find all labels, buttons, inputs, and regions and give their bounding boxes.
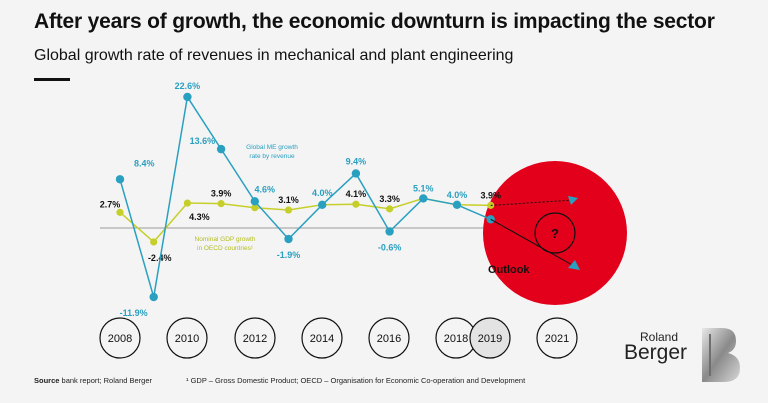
gdp-label-2011: 3.9% [211,189,232,199]
year-bubble-2016 [368,317,410,359]
page-subtitle: Global growth rate of revenues in mechan… [34,47,514,64]
year-label-2021: 2021 [545,333,569,345]
me-point-2015 [351,169,361,178]
me-point-2010 [183,92,192,102]
me-point-2017 [419,194,428,203]
source-text: bank report; Roland Berger [61,376,152,385]
logo-mark [702,328,740,382]
gdp-series-label: Nominal GDP growth in OECD countries¹ [195,236,256,252]
gdp-point-2013 [284,206,293,214]
series-line-me-growth [119,94,491,298]
gdp-point-2015 [352,200,360,208]
year-bubble-2021 [536,317,578,359]
me-label-2016: -0.6% [378,242,402,252]
me-label-2015: 9.4% [346,156,367,166]
me-label-2014: 4.0% [312,188,333,198]
gdp-point-2016 [386,205,394,213]
year-bubble-2010 [166,317,208,359]
gdp-point-2011 [217,200,225,208]
source-label: Source [34,376,60,385]
gdp-point-2010 [183,199,191,207]
me-point-2012 [250,197,259,206]
me-point-2016 [385,227,394,236]
me-label-2012: 4.6% [255,184,276,194]
outlook-label: Outlook [488,264,530,276]
outlook-arrow-up-line [490,199,575,206]
year-label-2008: 2008 [108,333,132,345]
me-point-2011 [216,144,226,154]
gdp-label-2013: 3.1% [278,195,299,205]
me-label-2013: -1.9% [277,250,301,260]
year-bubble-2012 [234,317,276,359]
me-label-2010: 22.6% [175,81,201,91]
outlook-question-mark: ? [551,226,559,241]
year-bubble-2019 [469,317,511,359]
outlook-arrow-down-line [490,218,575,267]
year-label-2018: 2018 [444,333,468,345]
me-point-2014 [318,200,327,209]
gdp-label-2015: 4.1% [346,189,367,199]
source-note: Source bank report; Roland Berger [34,376,152,385]
gdp-point-2012 [251,204,259,212]
me-point-2009 [149,292,158,302]
page-title: After years of growth, the economic down… [34,10,715,33]
outlook-arrow-down-head [568,260,580,270]
year-label-2010: 2010 [175,333,199,345]
outlook-inner-circle [534,212,576,254]
year-label-2016: 2016 [377,333,401,345]
year-bubble-2008 [99,317,141,359]
me-label-2011: 13.6% [190,136,216,146]
me-point-2008 [115,175,125,184]
me-point-2013 [284,234,293,244]
logo-line2: Berger [624,341,688,364]
gdp-point-2009 [150,238,158,246]
me-series-label: Global ME growth rate by revenue [246,144,298,160]
me-label-2018: 4.0% [447,190,468,200]
gdp-label-2008: 2.7% [100,199,121,209]
gdp-label-2016: 3.3% [379,194,400,204]
footnote: ¹ GDP – Gross Domestic Product; OECD – O… [186,376,526,385]
year-bubble-2014 [301,317,343,359]
title-underline [34,78,70,81]
year-label-2012: 2012 [243,333,267,345]
logo-line1: Roland [640,330,679,344]
year-label-2019: 2019 [478,333,502,345]
gdp-label-2010: 4.3% [189,212,210,222]
year-label-2014: 2014 [310,333,334,345]
me-label-2017: 5.1% [413,183,434,193]
outlook-circle [483,161,627,305]
me-label-2008: 8.4% [134,158,155,168]
gdp-point-2008 [116,208,124,216]
gdp-label-2019: 3.9% [480,190,501,200]
me-point-2018 [452,200,462,209]
me-label-2009: -11.9% [120,308,148,318]
series-line-gdp-growth [119,197,491,243]
outlook-arrow-up-head [568,196,578,205]
